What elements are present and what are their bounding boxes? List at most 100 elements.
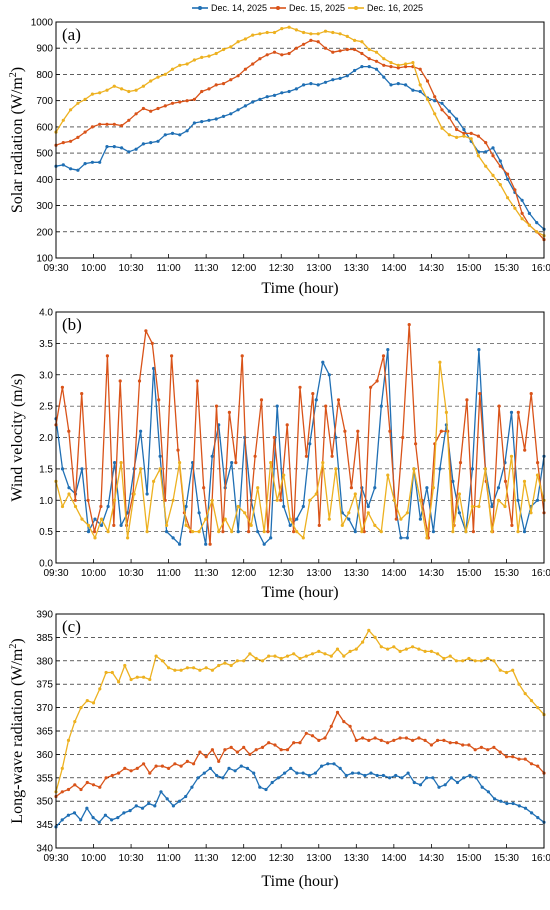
data-point: [412, 780, 416, 785]
data-point: [504, 755, 509, 759]
data-point: [112, 84, 116, 88]
data-point: [79, 706, 83, 710]
data-point: [304, 454, 308, 458]
data-point: [210, 668, 214, 672]
data-point: [366, 504, 370, 509]
x-tick-label: 12:00: [231, 853, 256, 864]
data-point: [254, 748, 258, 752]
data-point: [461, 659, 465, 663]
data-point: [412, 467, 416, 471]
data-point: [289, 766, 293, 771]
data-point: [356, 429, 360, 433]
data-point: [242, 659, 246, 663]
data-point: [411, 61, 415, 65]
data-point: [266, 530, 270, 534]
data-point: [302, 42, 306, 46]
data-point: [469, 137, 473, 141]
legend-marker: [198, 6, 202, 10]
data-point: [236, 108, 240, 112]
data-point: [451, 479, 455, 483]
data-point: [148, 677, 152, 682]
data-point: [396, 63, 400, 67]
data-point: [529, 762, 534, 766]
data-point: [106, 504, 110, 509]
data-point: [499, 799, 503, 803]
data-point: [85, 699, 89, 703]
data-point: [367, 65, 371, 69]
data-point: [329, 654, 333, 658]
data-point: [476, 134, 480, 138]
data-point: [506, 177, 510, 181]
data-point: [90, 92, 94, 96]
data-point: [196, 776, 200, 780]
data-point: [129, 769, 133, 773]
data-point: [331, 30, 335, 35]
data-point: [215, 773, 219, 778]
data-point: [170, 354, 174, 358]
data-point: [207, 118, 211, 122]
data-point: [323, 652, 327, 656]
data-point: [85, 806, 89, 810]
legend-marker: [354, 6, 358, 10]
data-point: [86, 498, 90, 502]
data-point: [405, 511, 409, 515]
data-point: [304, 731, 308, 735]
data-point: [163, 104, 167, 108]
data-point: [457, 511, 461, 515]
data-point: [418, 783, 423, 787]
data-point: [440, 126, 444, 130]
data-point: [229, 745, 233, 750]
data-point: [171, 804, 175, 808]
data-point: [170, 131, 175, 135]
x-tick-label: 14:30: [419, 263, 444, 274]
data-point: [217, 663, 221, 668]
data-point: [462, 131, 466, 135]
data-point: [127, 118, 131, 122]
data-point: [369, 771, 373, 775]
y-tick-label: 3.0: [39, 370, 53, 381]
data-point: [273, 654, 277, 658]
series-1: [54, 348, 546, 546]
data-point: [294, 87, 298, 91]
data-point: [431, 776, 435, 780]
data-point: [327, 373, 331, 377]
data-point: [269, 536, 273, 540]
data-point: [113, 461, 117, 465]
data-point: [462, 134, 466, 138]
data-point: [112, 523, 116, 528]
data-point: [221, 47, 226, 52]
data-point: [340, 523, 344, 528]
data-point: [66, 738, 71, 743]
panel-label: (b): [62, 315, 82, 334]
y-tick-label: 600: [36, 122, 53, 133]
data-point: [529, 511, 533, 515]
data-point: [140, 806, 145, 810]
data-point: [317, 523, 321, 528]
x-tick-label: 13:00: [306, 568, 331, 579]
data-point: [141, 106, 145, 111]
data-point: [210, 748, 214, 752]
legend-label: Dec. 14, 2025: [211, 3, 267, 13]
data-point: [258, 57, 262, 61]
data-point: [160, 659, 164, 663]
data-point: [476, 154, 480, 158]
data-point: [467, 743, 471, 747]
data-point: [353, 492, 357, 496]
data-point: [486, 656, 490, 661]
data-point: [335, 647, 340, 651]
data-point: [327, 517, 331, 521]
data-point: [433, 99, 437, 103]
data-point: [67, 486, 71, 490]
data-point: [267, 741, 271, 745]
data-point: [498, 183, 502, 187]
data-point: [179, 668, 183, 672]
data-point: [233, 769, 237, 773]
x-tick-label: 11:30: [194, 568, 219, 579]
data-point: [119, 461, 123, 465]
data-point: [477, 348, 481, 352]
data-point: [520, 211, 524, 215]
data-point: [90, 160, 94, 164]
y-tick-label: 345: [36, 820, 53, 831]
data-point: [329, 724, 333, 728]
data-point: [509, 410, 514, 414]
